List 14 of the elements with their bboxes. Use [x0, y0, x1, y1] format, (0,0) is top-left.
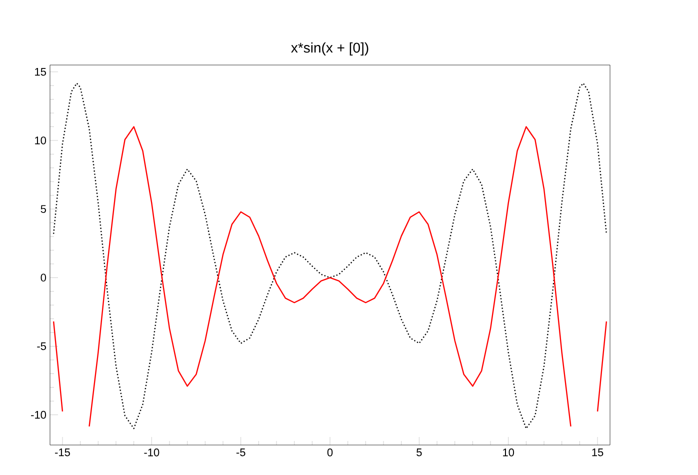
x-tick-label: 15	[592, 448, 604, 456]
y-tick-label: 0	[40, 274, 46, 282]
x-tick-label: -15	[55, 448, 70, 456]
x-tick-label: 5	[416, 448, 422, 456]
y-tick-label: -5	[37, 342, 46, 350]
y-tick-label: 10	[35, 136, 46, 144]
y-tick-label: -10	[31, 410, 46, 419]
y-tick-label: 15	[35, 68, 46, 76]
y-tick-label: 5	[40, 205, 46, 213]
x-tick-label: -5	[236, 448, 246, 456]
x-tick-label: 10	[503, 448, 514, 456]
chart-title: x*sin(x + [0])	[291, 42, 368, 56]
x-tick-label: -10	[144, 448, 160, 456]
x-tick-label: 0	[327, 448, 333, 456]
